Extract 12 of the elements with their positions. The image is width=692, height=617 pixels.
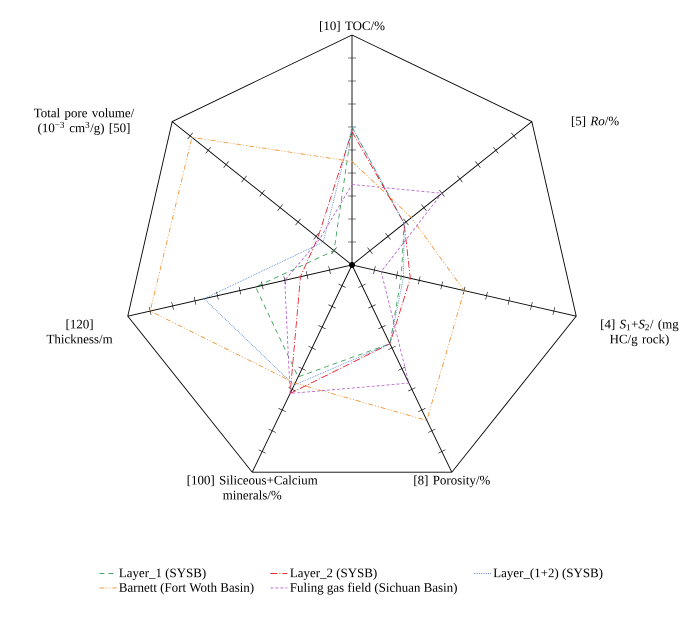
spoke-label: [100] Siliceous+Calcium minerals/% xyxy=(188,475,318,500)
legend-label: Barnett (Fort Woth Basin) xyxy=(119,582,254,594)
legend-label: Layer_2 (SYSB) xyxy=(290,568,377,580)
legend-label: Fuling gas field (Sichuan Basin) xyxy=(290,582,457,595)
spoke-label: [120] Thickness/m xyxy=(46,319,112,344)
spoke-label: [8] Porosity/% xyxy=(414,475,490,488)
spoke-label: [5] Ro/% xyxy=(572,116,619,127)
legend-label: Layer_(1+2) (SYSB) xyxy=(494,568,602,580)
spoke-label: [10] TOC/% xyxy=(320,21,385,32)
spoke-label: Total pore volume/ (10$^{−3}$ cm$^{3}$/g) [50] xyxy=(34,108,134,135)
legend-label: Layer_1 (SYSB) xyxy=(119,568,206,580)
spoke-label: [4] S$_{1}$+S$_{2}$/ (mg HC/g rock) xyxy=(601,319,678,346)
